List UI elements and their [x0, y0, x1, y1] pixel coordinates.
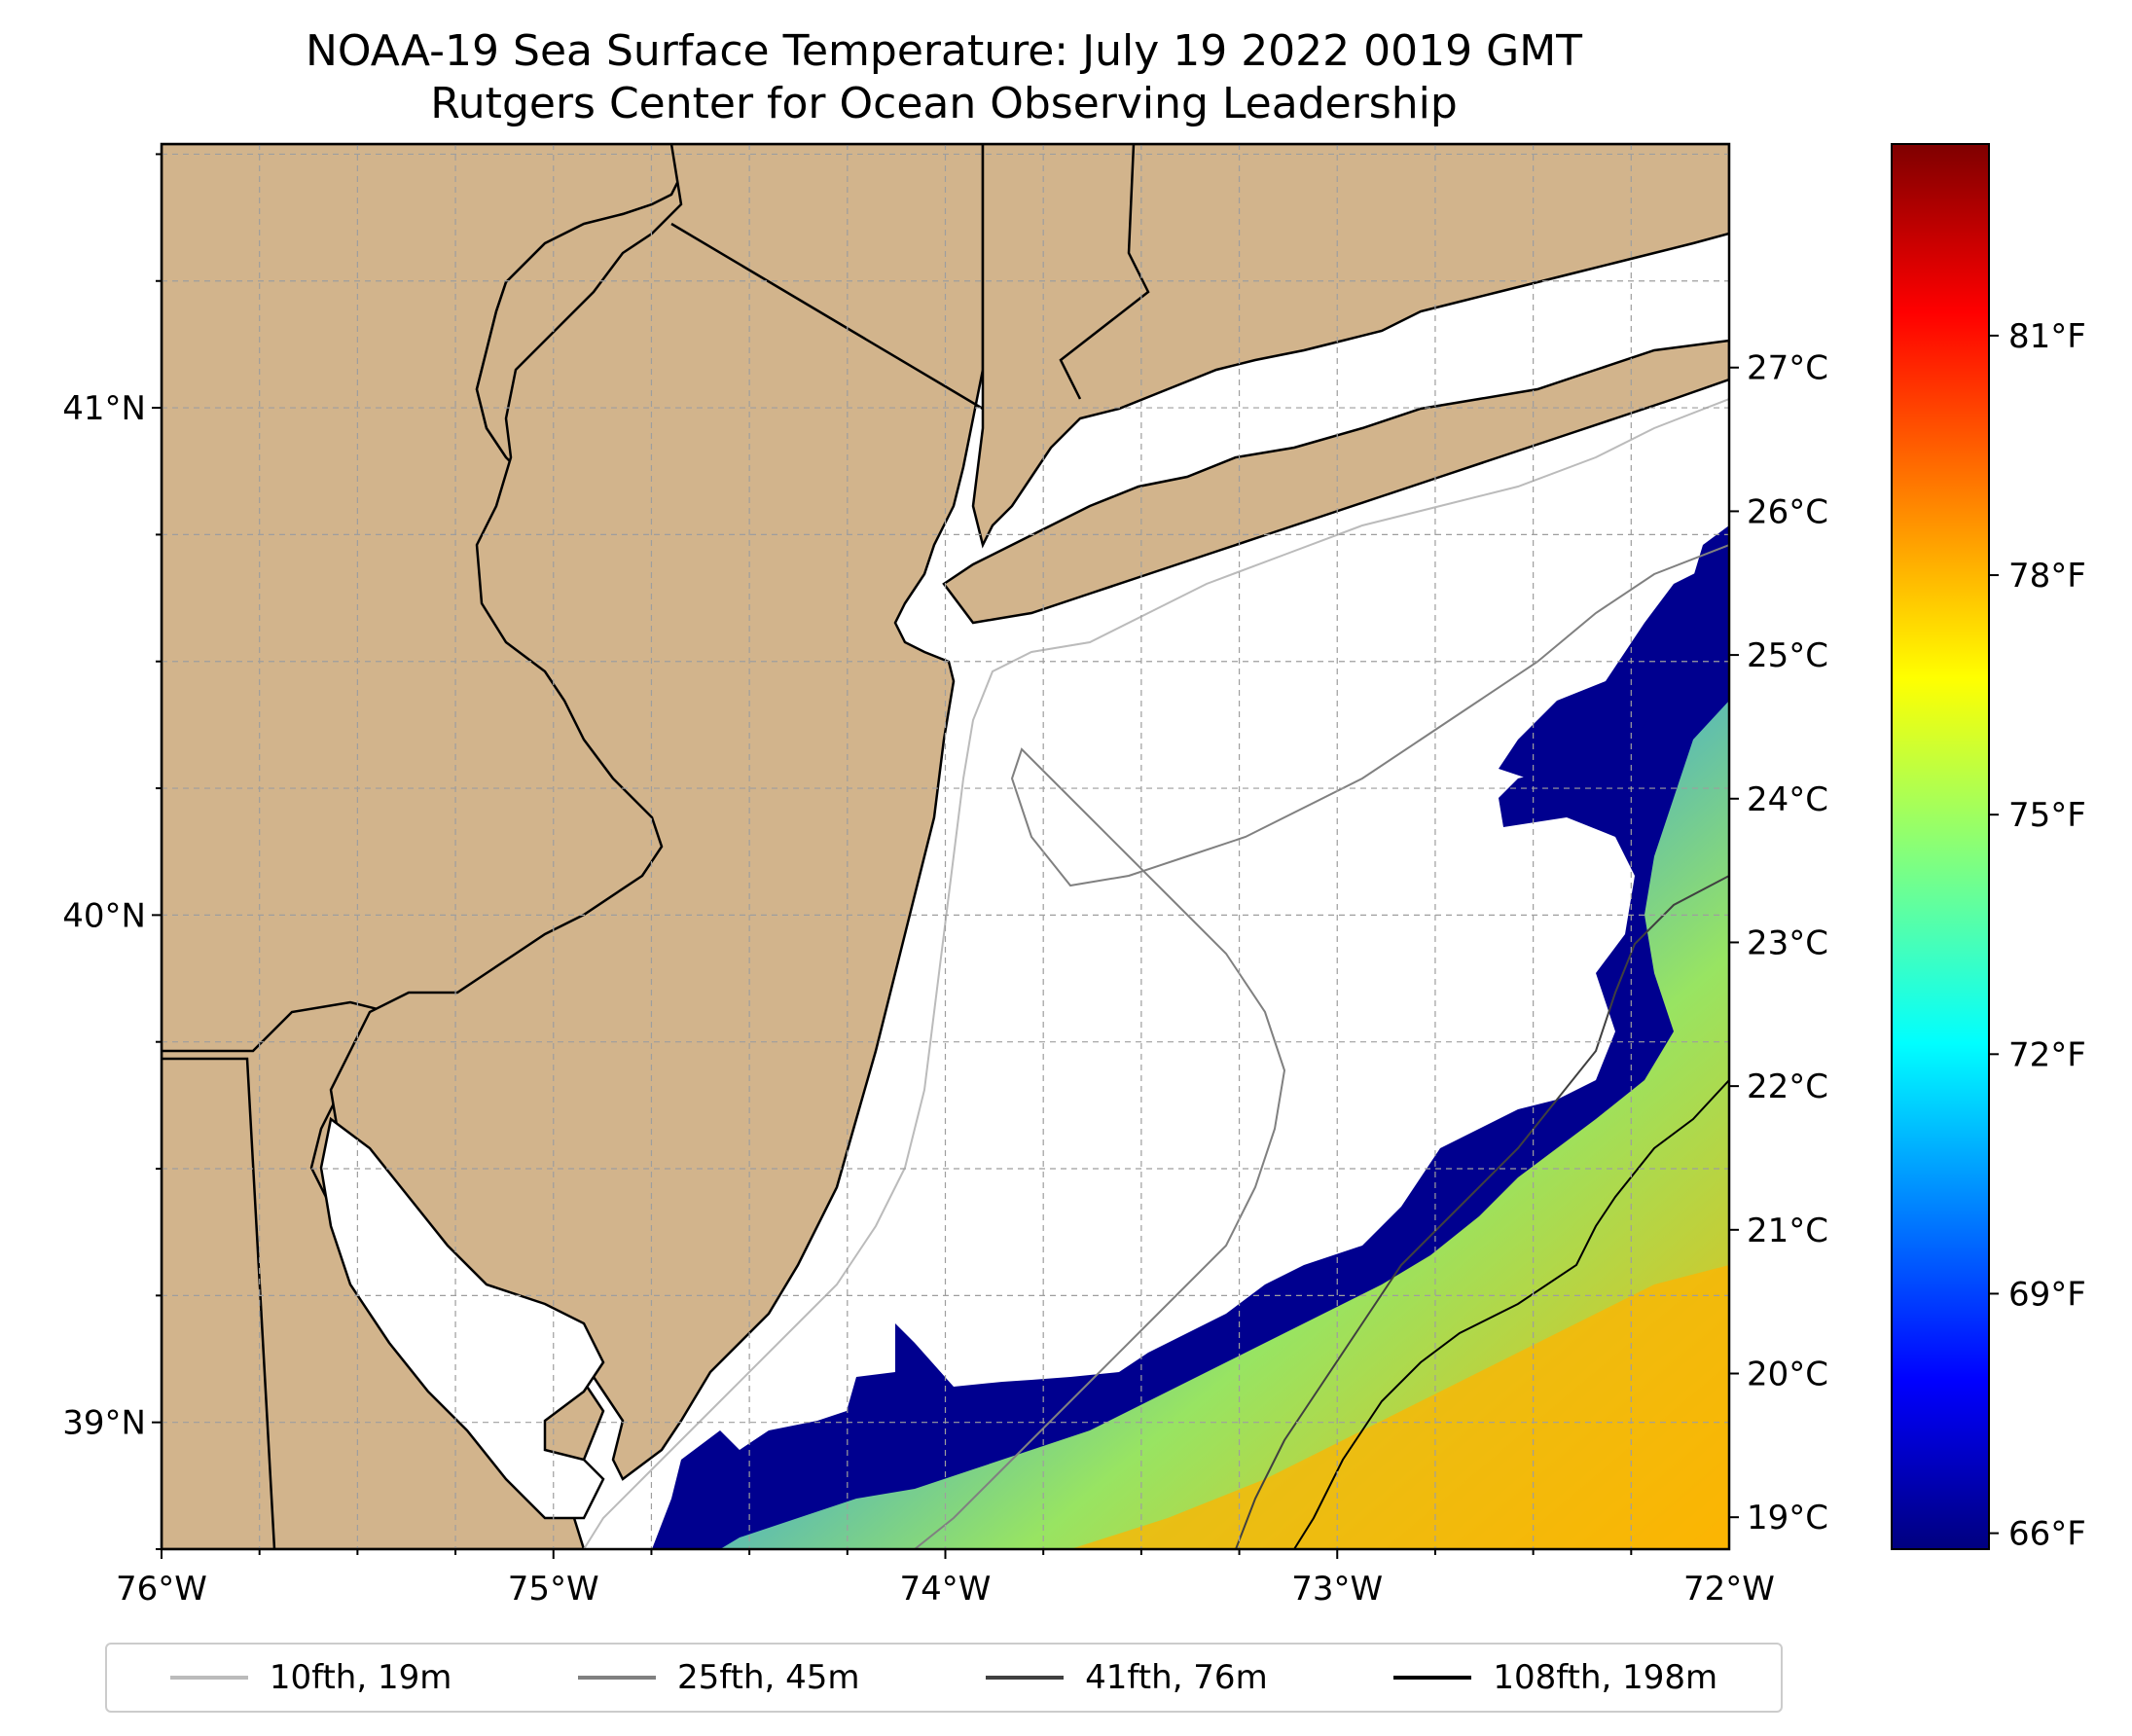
celsius-tick-label: 24°C: [1747, 780, 1828, 819]
celsius-tick-label: 23°C: [1747, 923, 1828, 962]
fahrenheit-tick-label: 69°F: [2008, 1275, 2086, 1314]
legend-label: 41fth, 76m: [1085, 1658, 1268, 1697]
legend-label: 108fth, 198m: [1493, 1658, 1718, 1697]
legend-line-swatch: [578, 1676, 656, 1680]
bathymetry-legend: 10fth, 19m 25fth, 45m 41fth, 76m 108fth, 19…: [105, 1643, 1783, 1713]
fahrenheit-tick-label: 81°F: [2008, 317, 2086, 356]
border-ny-nj: [670, 222, 984, 411]
legend-label: 25fth, 45m: [677, 1658, 860, 1697]
legend-item: 41fth, 76m: [986, 1658, 1268, 1697]
lon-tick-label: 73°W: [1291, 1570, 1383, 1609]
celsius-tick-label: 25°C: [1747, 636, 1828, 675]
lon-tick-label: 76°W: [116, 1570, 207, 1609]
legend-item: 10fth, 19m: [169, 1658, 452, 1697]
legend-line-swatch: [986, 1676, 1065, 1680]
fahrenheit-tick-label: 66°F: [2008, 1515, 2086, 1554]
celsius-tick-label: 26°C: [1747, 492, 1828, 531]
lon-tick-label: 74°W: [900, 1570, 992, 1609]
isobath-45m: [914, 544, 1729, 1549]
lat-tick-label: 39°N: [62, 1404, 146, 1443]
celsius-tick-label: 22°C: [1747, 1067, 1828, 1106]
border-ny-ct: [1059, 144, 1150, 400]
title-line-1: NOAA-19 Sea Surface Temperature: July 19…: [305, 26, 1583, 76]
celsius-tick-label: 27°C: [1747, 349, 1828, 388]
colorbar-celsius-axis: 19°C 20°C 21°C 22°C 23°C 24°C 25°C 26°C 27°C: [1729, 349, 1828, 1537]
land-long-island: [942, 339, 1729, 625]
legend-item: 25fth, 45m: [578, 1658, 860, 1697]
lat-tick-label: 41°N: [62, 389, 146, 428]
celsius-tick-label: 19°C: [1747, 1499, 1828, 1537]
legend-item: 108fth, 198m: [1393, 1658, 1717, 1697]
celsius-tick-label: 20°C: [1747, 1356, 1828, 1394]
legend-line-swatch: [1393, 1676, 1472, 1680]
longitude-axis: 76°W 75°W 74°W 73°W 72°W: [116, 1549, 1775, 1609]
water-delaware-bay: [319, 1116, 605, 1520]
sst-warm-water: [720, 701, 1729, 1549]
border-pa-de: [162, 1057, 276, 1549]
celsius-tick-label: 21°C: [1747, 1212, 1828, 1250]
colorbar-fahrenheit-axis: 66°F 69°F 72°F 75°F 78°F 81°F: [1989, 317, 2086, 1554]
lon-tick-label: 72°W: [1683, 1570, 1775, 1609]
colorbar: 19°C 20°C 21°C 22°C 23°C 24°C 25°C 26°C 27°C 66°…: [1729, 143, 2086, 1554]
map-title: NOAA-19 Sea Surface Temperature: July 19…: [0, 25, 1888, 130]
legend-line-swatch: [169, 1676, 248, 1680]
sst-hot-core: [1070, 1265, 1729, 1549]
isobath-198m: [1293, 1079, 1729, 1549]
colorbar-gradient: [1891, 143, 1990, 1550]
fahrenheit-tick-label: 78°F: [2008, 557, 2086, 596]
lat-tick-label: 40°N: [62, 896, 146, 935]
legend-label: 10fth, 19m: [269, 1658, 452, 1697]
isobath-19m: [583, 398, 1729, 1549]
lon-tick-label: 75°W: [508, 1570, 599, 1609]
fahrenheit-tick-label: 72°F: [2008, 1035, 2086, 1074]
latitude-axis: 41°N 40°N 39°N: [62, 153, 162, 1550]
isobath-76m: [1235, 875, 1729, 1549]
map-area: [160, 142, 1731, 1551]
title-line-2: Rutgers Center for Ocean Observing Leade…: [430, 79, 1458, 128]
fahrenheit-tick-label: 75°F: [2008, 796, 2086, 835]
sst-cold-offshore-lobe: [1499, 564, 1713, 778]
